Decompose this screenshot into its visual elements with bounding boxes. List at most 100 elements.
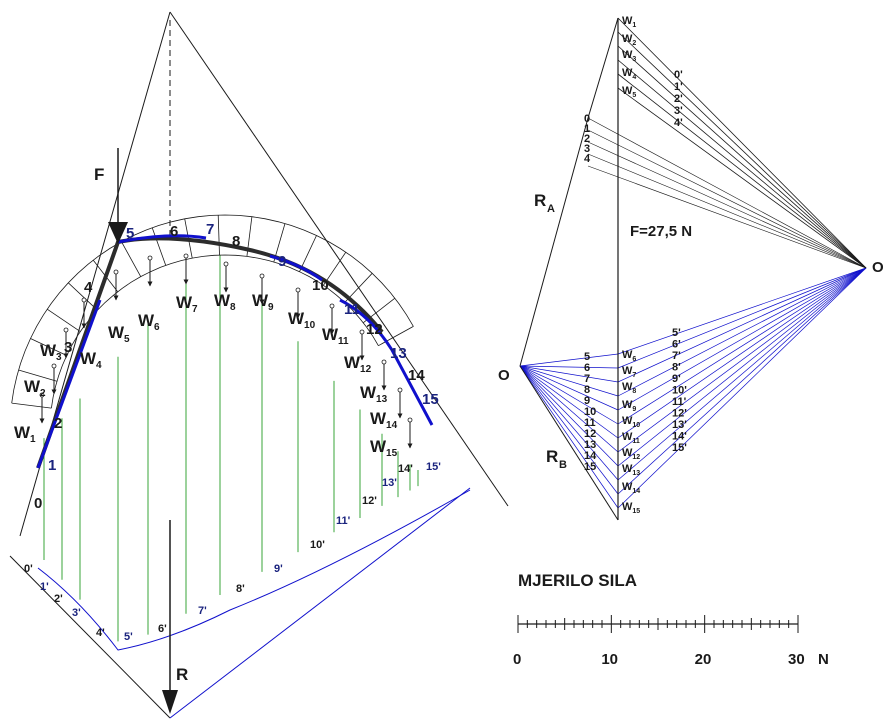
rb-line	[519, 365, 619, 521]
ray-upper	[617, 45, 867, 269]
ray-lower-left	[519, 365, 619, 369]
primed-number: 11'	[336, 515, 351, 527]
polygon-lower-number: 15	[584, 461, 596, 473]
polygon-weight-label: W10	[622, 415, 640, 429]
voussoir-joint	[11, 402, 52, 409]
polygon-lower-number: 6	[584, 362, 590, 374]
weight-centroid	[407, 417, 413, 423]
left-closing-line	[9, 555, 171, 719]
ray-lower-right	[617, 267, 867, 369]
weight-label: W8	[214, 291, 236, 313]
polygon-upper-primed: 0'	[674, 69, 683, 81]
voussoir-joint	[46, 308, 81, 332]
weight-centroid	[259, 273, 265, 279]
ray-upper-left	[587, 141, 867, 269]
pole-left-label: O	[498, 367, 510, 384]
ray-lower-right	[617, 267, 867, 397]
scale-tick-label: 30	[788, 651, 805, 668]
polygon-lower-primed: 8'	[672, 362, 681, 374]
force-f-label: F	[94, 165, 104, 184]
scale-ticks: 0 10 20 30	[513, 615, 805, 668]
arch-number: 9	[278, 253, 286, 270]
polygon-weight-label: W8	[622, 381, 636, 395]
primed-number: 1'	[40, 581, 49, 593]
weight-label: W3	[40, 341, 62, 363]
funicular-lower-curve	[37, 489, 471, 651]
ray-lower-right	[617, 267, 867, 467]
primed-number: 7'	[198, 605, 207, 617]
primed-number: 15'	[426, 461, 441, 473]
right-closing-line	[169, 487, 471, 719]
ray-lower-left	[519, 353, 619, 367]
ray-lower-right	[617, 267, 867, 425]
arch-number: 5	[126, 225, 134, 242]
ray-lower-right	[617, 267, 867, 509]
weight-arrows: W1 W2 W3 W4 W5 W6 W7 W8 W9 W10 W11 W12 W13 W14 W15	[14, 253, 413, 459]
weight-label: W13	[360, 383, 388, 405]
polygon-lower-primed: 14'	[672, 431, 687, 443]
polygon-weight-label: W7	[622, 365, 636, 379]
ray-lower-left	[519, 365, 619, 397]
arch-number: 7	[206, 221, 214, 238]
primed-number: 12'	[362, 495, 377, 507]
arch-number: 14	[408, 367, 425, 384]
ray-lower-right	[617, 267, 867, 453]
ray-lower-right	[617, 267, 867, 495]
polygon-lower-number: 9	[584, 395, 590, 407]
thrust-line-blue-mid	[269, 254, 323, 282]
arch-number: 11	[344, 301, 360, 318]
weight-label: W10	[288, 309, 316, 331]
weight-centroid	[147, 255, 153, 261]
arch-number: 12	[366, 321, 383, 338]
ray-lower-right	[617, 267, 867, 383]
ray-lower-left	[519, 365, 619, 481]
polygon-weight-label: W4	[622, 67, 636, 81]
thrust-line-blue-left	[36, 299, 102, 469]
scale-tick-label: 0	[513, 651, 521, 668]
ra-label: R A	[534, 191, 555, 215]
arch-number: 6	[170, 223, 178, 240]
arch-number: 2	[54, 415, 62, 432]
ray-upper-left	[587, 153, 867, 269]
thrust-line-blue-top	[117, 234, 207, 244]
ray-lower-right	[617, 267, 867, 481]
polygon-number-labels: 012340'1'2'3'4'567891011121314155'6'7'8'…	[584, 69, 687, 473]
force-scale: MJERILO SILA 0 10 20 30 N	[513, 571, 829, 668]
primed-number: 13'	[382, 477, 397, 489]
arch-number: 1	[48, 457, 56, 474]
weight-centroid	[51, 363, 57, 369]
polygon-upper-primed: 1'	[674, 81, 683, 93]
polygon-weight-label: W2	[622, 33, 636, 47]
weight-centroid	[397, 387, 403, 393]
ray-lower-left	[519, 365, 619, 495]
polygon-upper-primed: 4'	[674, 117, 683, 129]
ray-lower-left	[519, 365, 619, 453]
polygon-lower-number: 10	[584, 406, 596, 418]
primed-number: 2'	[54, 593, 63, 605]
polygon-upper-number: 1	[584, 123, 590, 135]
polygon-lower-primed: 10'	[672, 385, 687, 397]
voussoir-joint	[217, 215, 220, 256]
weight-centroid	[81, 297, 87, 303]
primed-number: 8'	[236, 583, 245, 595]
primed-number: 3'	[72, 607, 81, 619]
voussoir-joint	[30, 338, 67, 356]
primed-number: 10'	[310, 539, 325, 551]
ray-upper	[617, 73, 867, 269]
thrust-line-blue-right	[339, 298, 434, 426]
weight-label: W12	[344, 353, 372, 375]
voussoir-joint	[18, 369, 58, 382]
primed-number: 6'	[158, 623, 167, 635]
ray-upper-left	[587, 117, 867, 269]
polygon-weight-label: W6	[622, 349, 636, 363]
voussoir-joint	[68, 282, 98, 311]
polygon-weight-label: W1	[622, 15, 636, 29]
resultant-r-arrowhead	[162, 690, 178, 714]
polygon-lower-primed: 13'	[672, 419, 687, 431]
scale-tick-label: 20	[695, 651, 712, 668]
polygon-upper-number: 2	[584, 133, 590, 145]
ra-line-lower	[519, 117, 589, 367]
force-f-arrowhead	[108, 222, 128, 244]
